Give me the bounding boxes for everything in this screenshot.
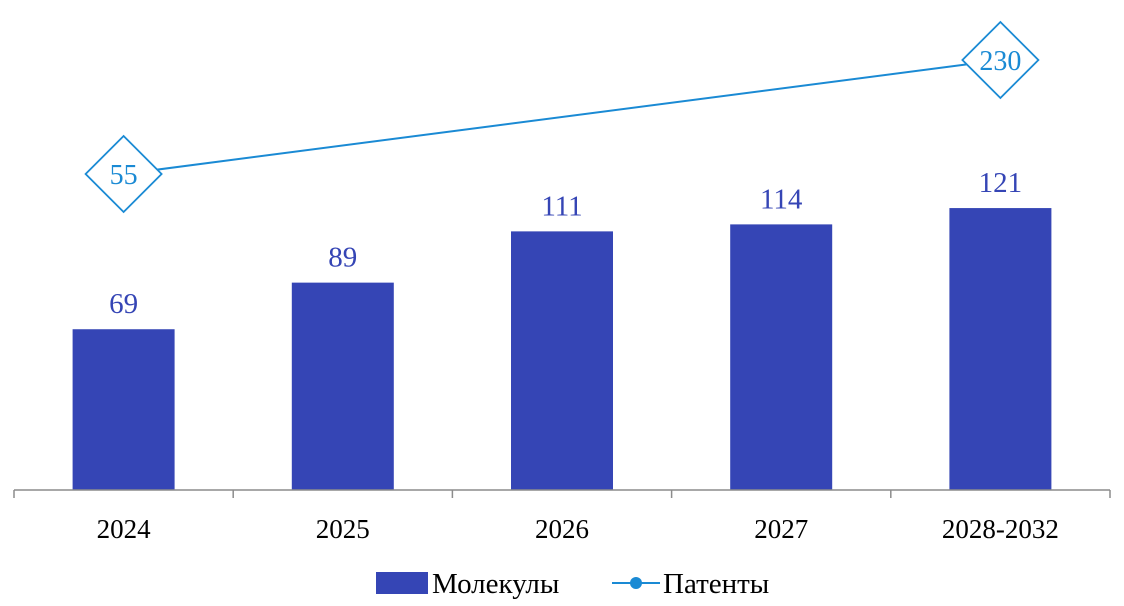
x-tick-label-2027: 2027 xyxy=(754,514,808,544)
bar-2028-2032 xyxy=(949,208,1052,490)
legend-label-patents: Патенты xyxy=(663,568,769,600)
legend-swatch-patents-marker xyxy=(630,577,642,589)
bar-label-2024: 69 xyxy=(109,288,138,320)
bar-label-2027: 114 xyxy=(760,183,803,215)
bar-2025 xyxy=(291,282,394,490)
bars-layer xyxy=(72,208,1052,490)
line-point-label-box-2024 xyxy=(84,134,163,214)
x-tick-label-2024: 2024 xyxy=(97,514,152,544)
x-tick-label-2025: 2025 xyxy=(316,514,370,544)
x-tick-label-2028-2032: 2028-2032 xyxy=(942,514,1059,544)
bar-2026 xyxy=(511,231,613,490)
legend-swatch-molecules xyxy=(376,572,428,594)
line-patents xyxy=(123,59,1001,175)
bar-label-2028-2032: 121 xyxy=(979,167,1023,199)
bar-label-2026: 111 xyxy=(541,190,582,222)
line-point-label-2028-2032: 230 xyxy=(979,46,1021,77)
legend: Молекулы Патенты xyxy=(376,568,769,600)
line-layer: 55 230 xyxy=(84,20,1040,214)
x-axis: 2024 2025 2026 2027 2028-2032 xyxy=(13,489,1111,544)
bar-labels-layer: 69 89 111 114 121 xyxy=(109,167,1022,320)
x-tick-label-2026: 2026 xyxy=(535,514,589,544)
line-point-label-2024: 55 xyxy=(110,160,138,191)
bar-label-2025: 89 xyxy=(328,242,357,274)
legend-label-molecules: Молекулы xyxy=(432,568,559,600)
bar-2027 xyxy=(730,224,833,490)
bar-2024 xyxy=(72,329,175,490)
line-point-label-box-2028-2032 xyxy=(961,20,1040,100)
